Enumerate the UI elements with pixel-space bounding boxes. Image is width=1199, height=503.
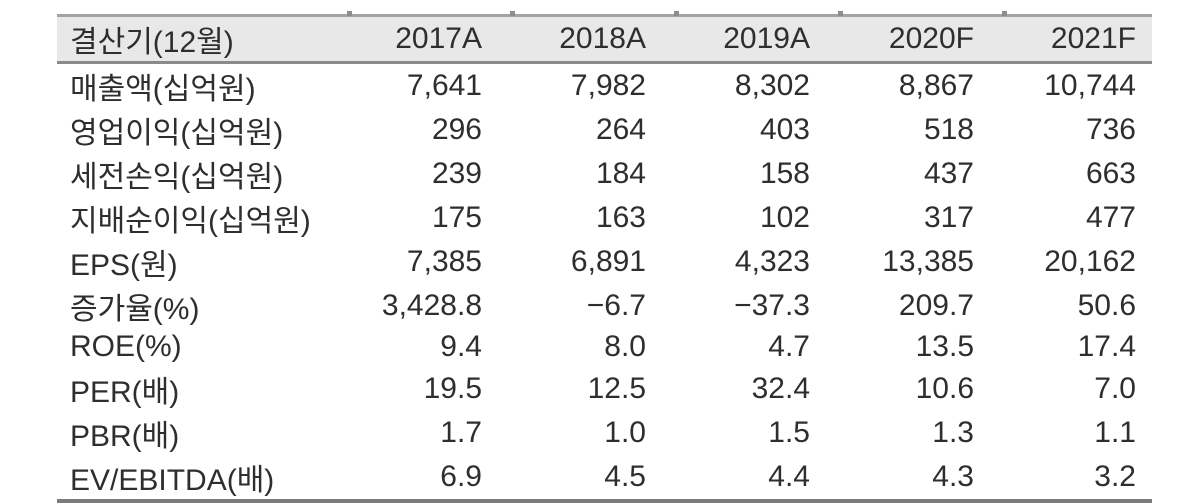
cell: 4.7: [768, 330, 810, 364]
cell: 317: [923, 201, 974, 234]
cell: 7,385: [406, 245, 482, 278]
row-label: 세전손익(십억원): [70, 161, 284, 194]
cell: 296: [431, 113, 482, 146]
cell: 17.4: [1077, 330, 1136, 364]
cell: 184: [595, 157, 646, 190]
cell: 158: [759, 157, 810, 190]
cell: 7,641: [406, 69, 482, 102]
cell: 13.5: [915, 330, 974, 364]
row-label: EPS(원): [70, 249, 178, 282]
cell: 4,323: [734, 245, 810, 278]
cell: 7.0: [1094, 371, 1136, 405]
table-row-operating-profit: 영업이익(십억원) 296 264 403 518 736: [57, 108, 1152, 152]
cell: 19.5: [423, 371, 482, 405]
table-row-ev-ebitda: EV/EBITDA(배) 6.9 4.5 4.4 4.3 3.2: [57, 455, 1152, 501]
row-label: PBR(배): [70, 419, 180, 453]
header-fiscal-period: 결산기(12월): [57, 15, 349, 64]
column-separator-tick: [838, 11, 843, 16]
table-row-roe: ROE(%) 9.4 8.0 4.7 13.5 17.4: [57, 328, 1152, 367]
cell: 4.3: [932, 459, 974, 493]
cell: 3,428.8: [381, 289, 482, 322]
cell: 663: [1085, 157, 1136, 190]
cell: 32.4: [751, 371, 810, 405]
cell: 1.3: [932, 415, 974, 449]
cell: 20,162: [1044, 245, 1136, 278]
header-row: 결산기(12월) 2017A 2018A 2019A 2020F 2021F: [57, 15, 1152, 64]
fiscal-table: 결산기(12월) 2017A 2018A 2019A 2020F 2021F 매…: [57, 14, 1152, 503]
cell: 50.6: [1077, 289, 1136, 322]
cell: 3.2: [1094, 459, 1136, 493]
column-separator-tick: [1002, 11, 1007, 16]
cell: 102: [759, 201, 810, 234]
table-row-controlling-net-income: 지배순이익(십억원) 175 163 102 317 477: [57, 196, 1152, 240]
cell: 8,302: [734, 69, 810, 102]
table-row-per: PER(배) 19.5 12.5 32.4 10.6 7.0: [57, 367, 1152, 411]
table-row-eps: EPS(원) 7,385 6,891 4,323 13,385 20,162: [57, 240, 1152, 284]
cell: 10.6: [915, 371, 974, 405]
row-label: 증가율(%): [70, 293, 200, 326]
cell: 1.1: [1094, 415, 1136, 449]
cell: 403: [759, 113, 810, 146]
cell: 477: [1085, 201, 1136, 234]
table-row-growth-rate: 증가율(%) 3,428.8 −6.7 −37.3 209.7 50.6: [57, 284, 1152, 328]
header-year-2021F: 2021F: [1004, 15, 1152, 64]
cell: 8,867: [898, 69, 974, 102]
header-year-2017A: 2017A: [349, 15, 512, 64]
row-label: 영업이익(십억원): [70, 117, 284, 150]
header-year-2018A: 2018A: [512, 15, 676, 64]
column-separator-tick: [674, 11, 679, 16]
row-label: EV/EBITDA(배): [70, 463, 275, 497]
cell: 1.0: [604, 415, 646, 449]
table-row-pbr: PBR(배) 1.7 1.0 1.5 1.3 1.1: [57, 411, 1152, 455]
cell: 12.5: [587, 371, 646, 405]
cell: −6.7: [586, 289, 646, 322]
cell: 4.5: [604, 459, 646, 493]
cell: −37.3: [734, 289, 810, 322]
table-row-revenue: 매출액(십억원) 7,641 7,982 8,302 8,867 10,744: [57, 63, 1152, 109]
row-label: 매출액(십억원): [70, 73, 256, 106]
cell: 239: [431, 157, 482, 190]
cell: 264: [595, 113, 646, 146]
cell: 163: [595, 201, 646, 234]
cell: 7,982: [570, 69, 646, 102]
cell: 13,385: [882, 245, 974, 278]
row-label: ROE(%): [70, 330, 182, 364]
cell: 518: [923, 113, 974, 146]
cell: 6,891: [570, 245, 646, 278]
cell: 175: [431, 201, 482, 234]
cell: 736: [1085, 113, 1136, 146]
row-label: PER(배): [70, 375, 180, 409]
cell: 8.0: [604, 330, 646, 364]
cell: 10,744: [1044, 69, 1136, 102]
financial-summary-table: 결산기(12월) 2017A 2018A 2019A 2020F 2021F 매…: [57, 11, 1152, 503]
cell: 4.4: [768, 459, 810, 493]
column-separator-tick: [347, 11, 352, 16]
cell: 6.9: [440, 459, 482, 493]
header-year-2019A: 2019A: [676, 15, 840, 64]
table-row-pretax-income: 세전손익(십억원) 239 184 158 437 663: [57, 152, 1152, 196]
cell: 437: [923, 157, 974, 190]
cell: 1.7: [440, 415, 482, 449]
column-separator-tick: [510, 11, 515, 16]
cell: 9.4: [440, 330, 482, 364]
cell: 1.5: [768, 415, 810, 449]
row-label: 지배순이익(십억원): [70, 205, 311, 238]
cell: 209.7: [898, 289, 974, 322]
header-year-2020F: 2020F: [840, 15, 1004, 64]
